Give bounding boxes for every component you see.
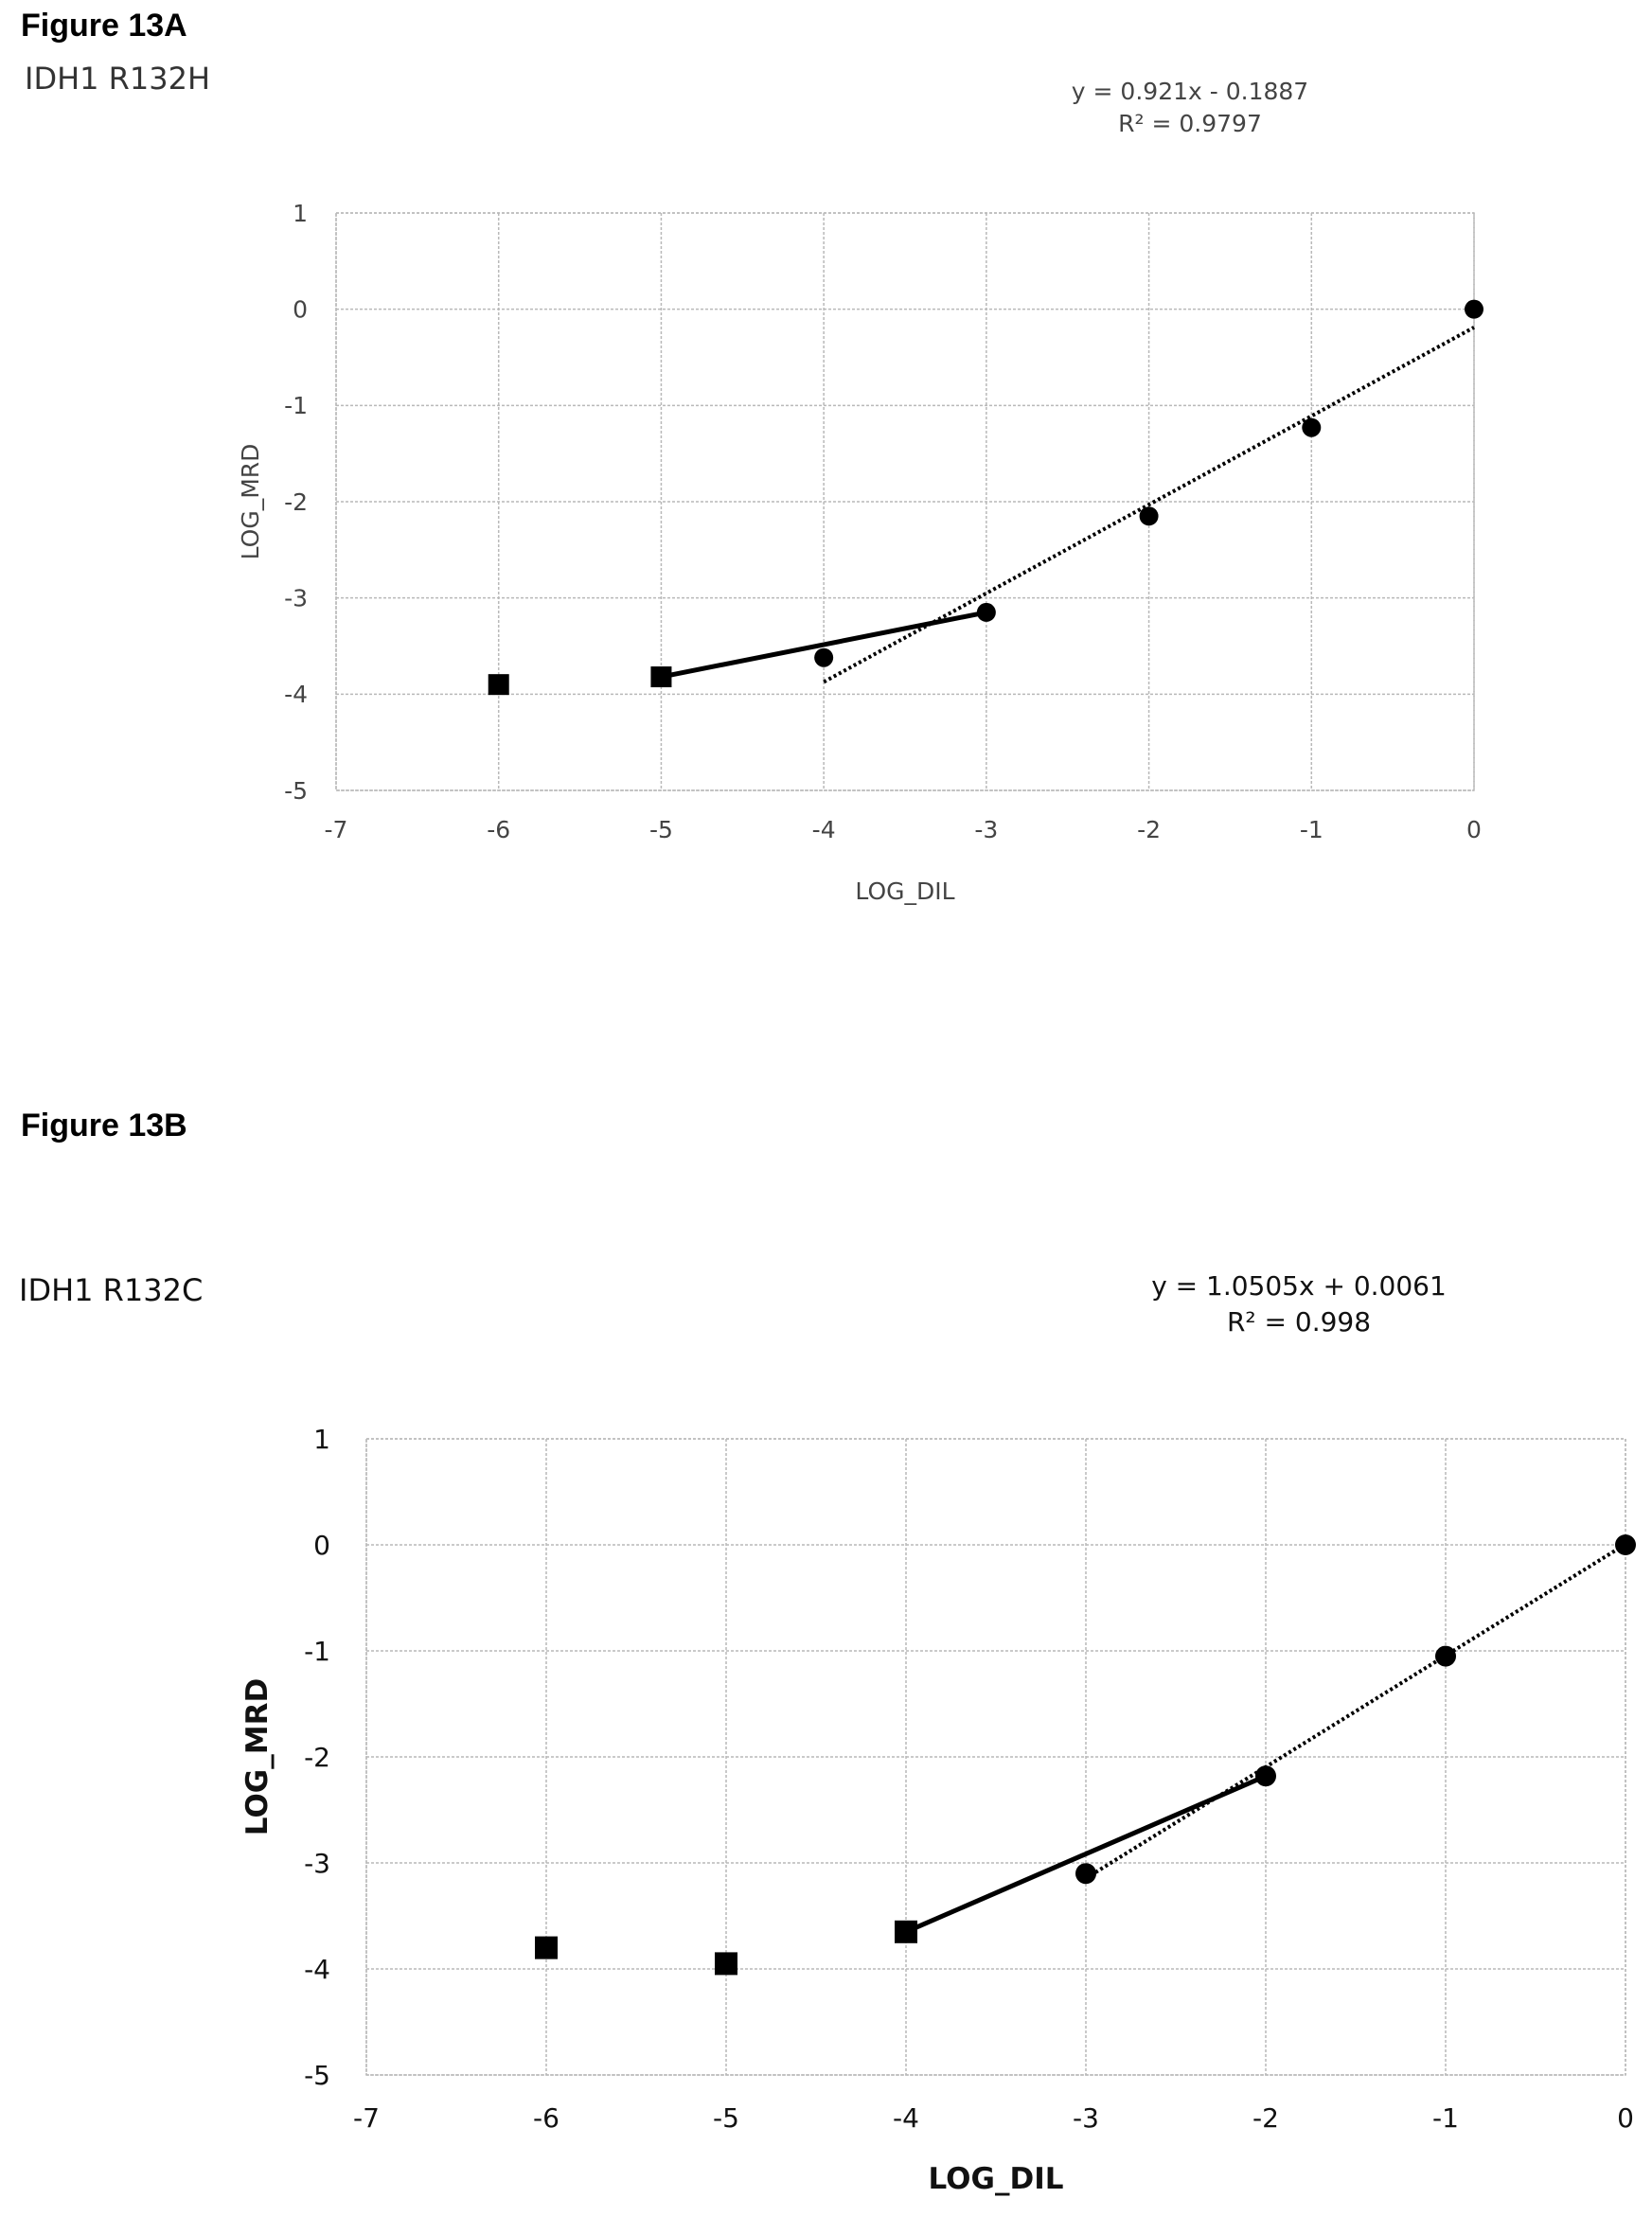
data-point-square [715,1952,737,1976]
trendline [1084,1542,1627,1880]
x-tick-label: -3 [1073,2102,1099,2134]
x-tick-label: -1 [1300,816,1323,843]
x-axis-label: LOG_DIL [855,878,954,905]
x-tick-label: -7 [353,2102,380,2134]
x-tick-label: 0 [1466,816,1482,843]
x-axis-label: LOG_DIL [929,2162,1064,2196]
trendline-equation: y = 1.0505x + 0.0061 [1151,1270,1447,1302]
data-point-square [650,666,672,688]
x-tick-label: -5 [713,2102,739,2134]
x-tick-label: -4 [893,2102,919,2134]
solid-segment-line [660,610,987,680]
y-tick-label: -3 [284,584,308,612]
data-point-square [488,674,509,696]
figure-label: Figure 13A [21,8,187,44]
data-point [1302,417,1322,437]
y-tick-label: -4 [304,1954,330,1985]
y-tick-label: 0 [313,1530,330,1561]
y-tick-label: -1 [284,392,308,419]
data-point [1615,1534,1636,1555]
data-point [1255,1765,1276,1787]
solid-segment-line [905,1773,1267,1935]
y-axis-label: LOG_MRD [240,1678,275,1835]
data-point [1139,506,1159,526]
plot-area [365,1438,1626,2076]
x-tick-label: -2 [1252,2102,1279,2134]
x-tick-label: -6 [533,2102,560,2134]
data-point-square [895,1920,917,1943]
y-tick-label: -1 [304,1636,330,1667]
x-tick-label: -5 [649,816,673,843]
data-point-square [535,1936,558,1959]
x-tick-label: -3 [974,816,998,843]
y-tick-label: -4 [284,681,308,708]
trendline-r-squared: R² = 0.998 [1227,1306,1371,1338]
trendline [823,326,1475,684]
x-tick-label: -1 [1432,2102,1459,2134]
plot-area [335,212,1475,791]
y-tick-label: 0 [293,295,308,323]
panel-title: IDH1 R132C [19,1272,204,1308]
data-point [1075,1863,1096,1885]
y-tick-label: 1 [293,200,308,227]
y-tick-label: -5 [284,777,308,805]
trendline-r-squared: R² = 0.9797 [1118,110,1262,137]
y-tick-label: -2 [284,488,308,516]
y-axis-label: LOG_MRD [237,444,264,560]
x-tick-label: -7 [325,816,348,843]
chart-a: -7 -6 -5 -4 -3 -2 -1 0 1 0 -1 -2 -3 -4 -5 LOG_DIL LOG_MR… [237,78,1483,905]
panel-title: IDH1 R132H [25,61,211,97]
data-point [1435,1645,1456,1667]
y-tick-label: 1 [313,1424,330,1455]
trendline-equation: y = 0.921x - 0.1887 [1072,78,1308,105]
data-point [976,602,996,622]
x-tick-label: -6 [487,816,510,843]
data-point [1465,299,1483,319]
data-point [814,647,834,667]
y-tick-label: -3 [304,1848,330,1879]
x-tick-label: -4 [812,816,836,843]
x-tick-label: 0 [1617,2102,1634,2134]
x-tick-label: -2 [1137,816,1161,843]
y-tick-label: -5 [304,2060,330,2091]
y-tick-label: -2 [304,1742,330,1773]
figure-label: Figure 13B [21,1108,187,1143]
